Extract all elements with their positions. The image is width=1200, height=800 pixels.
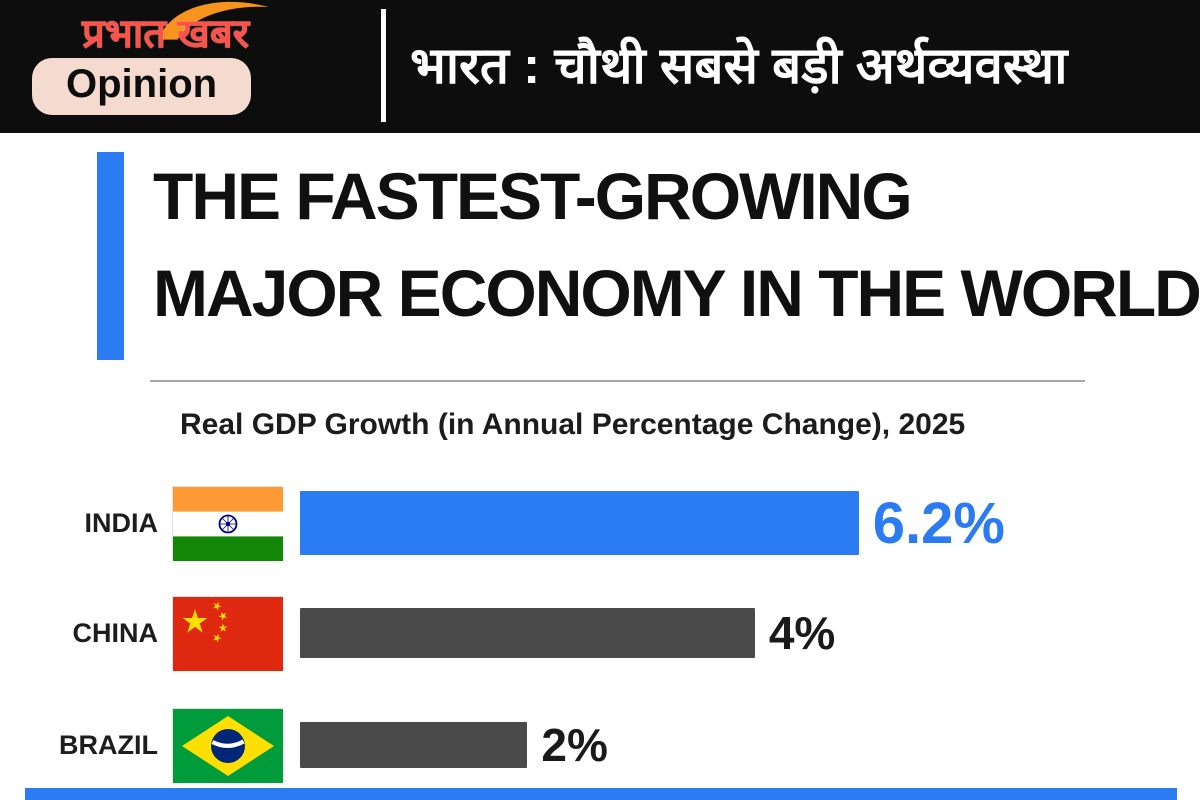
bottom-accent-strip: [25, 788, 1177, 800]
china-flag-icon: [172, 596, 283, 671]
country-label-brazil: BRAZIL: [59, 729, 158, 760]
flame-icon: [155, 0, 275, 47]
india-flag-icon: [172, 486, 283, 561]
prabhat-khabar-logo: प्रभात खबर Opinion: [30, 1, 380, 129]
chart-row-india: INDIA 6.2%: [0, 486, 1200, 561]
india-bar: [300, 491, 859, 555]
bar-track-china: 4%: [300, 596, 1005, 670]
chart-subtitle: Real GDP Growth (in Annual Percentage Ch…: [180, 408, 966, 441]
brazil-value-label: 2%: [541, 719, 608, 771]
opinion-badge: Opinion: [32, 58, 252, 115]
chart-row-brazil: BRAZIL 2%: [0, 708, 1200, 783]
chart-title-line2: MAJOR ECONOMY IN THE WORLD: [153, 256, 1200, 330]
header-bar: प्रभात खबर Opinion भारत : चौथी सबसे बड़ी…: [0, 0, 1200, 133]
title-accent-bar: [97, 152, 124, 360]
india-value-label: 6.2%: [872, 490, 1005, 556]
title-divider-line: [150, 380, 1085, 382]
country-label-india: INDIA: [84, 507, 159, 538]
brazil-bar: [300, 722, 528, 768]
headline-text: भारत : चौथी सबसे बड़ी अर्थव्यवस्था: [410, 37, 1068, 94]
bar-track-brazil: 2%: [300, 708, 1005, 782]
logo-text: प्रभात खबर: [82, 12, 250, 56]
country-label-china: CHINA: [72, 617, 159, 648]
bar-track-india: 6.2%: [300, 486, 1005, 560]
brazil-flag-icon: [172, 708, 283, 783]
header-divider: [381, 9, 386, 122]
chart-title: THE FASTEST-GROWING MAJOR ECONOMY IN THE…: [153, 148, 1200, 342]
china-value-label: 4%: [768, 607, 836, 659]
chart-row-china: CHINA 4%: [0, 596, 1200, 671]
chart-title-line1: THE FASTEST-GROWING: [153, 159, 913, 233]
china-bar: [300, 608, 755, 658]
